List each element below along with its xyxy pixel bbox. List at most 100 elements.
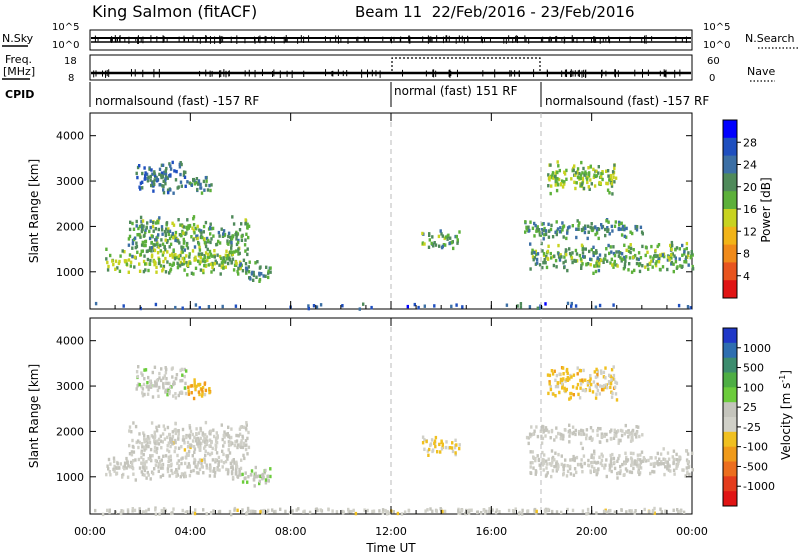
data-cell — [439, 507, 442, 511]
data-cell — [238, 228, 242, 232]
data-cell — [579, 432, 582, 436]
data-cell — [254, 510, 257, 514]
data-cell — [168, 229, 172, 233]
colorbar-tick-label: 8 — [743, 248, 750, 261]
data-cell — [589, 377, 592, 381]
data-cell — [558, 258, 562, 262]
data-cell — [303, 509, 306, 513]
data-cell — [604, 257, 607, 261]
data-cell — [583, 230, 587, 235]
data-cell — [174, 305, 177, 310]
data-cell — [342, 510, 345, 514]
data-cell — [227, 443, 231, 448]
data-cell — [535, 257, 539, 262]
data-cell — [160, 378, 163, 383]
data-cell — [106, 268, 110, 272]
data-cell — [441, 442, 444, 446]
data-cell — [166, 176, 169, 180]
data-cell — [171, 442, 174, 446]
data-cell — [579, 173, 583, 177]
data-cell — [557, 243, 560, 248]
data-cell — [111, 259, 114, 263]
data-cell — [177, 446, 181, 450]
data-cell — [552, 176, 555, 180]
data-cell — [144, 262, 147, 266]
data-cell — [198, 382, 202, 387]
data-cell — [205, 236, 209, 241]
data-cell — [597, 264, 601, 268]
data-cell — [666, 267, 669, 272]
data-cell — [609, 374, 612, 378]
data-cell — [195, 181, 198, 185]
data-cell — [327, 507, 330, 511]
data-cell — [593, 264, 596, 268]
data-cell — [629, 230, 632, 234]
data-cell — [186, 241, 189, 246]
data-cell — [128, 465, 131, 469]
data-cell — [573, 258, 576, 263]
data-cell — [135, 219, 138, 224]
data-cell — [153, 260, 156, 264]
data-cell — [243, 456, 246, 461]
data-cell — [538, 463, 541, 467]
data-cell — [618, 221, 621, 225]
data-cell — [550, 256, 553, 260]
data-cell — [147, 268, 150, 273]
data-cell — [176, 265, 180, 270]
data-cell — [214, 436, 218, 441]
data-cell — [192, 238, 195, 242]
data-cell — [551, 235, 555, 239]
data-cell — [235, 237, 238, 241]
data-cell — [632, 462, 635, 466]
data-cell — [654, 456, 657, 460]
data-cell — [247, 224, 251, 228]
data-cell — [639, 458, 642, 462]
data-cell — [138, 509, 141, 513]
data-cell — [561, 437, 565, 441]
velocity-unit-exponent: -1 — [778, 375, 787, 383]
data-cell — [635, 435, 638, 439]
data-cell — [152, 229, 155, 233]
data-cell — [249, 473, 253, 477]
colorbar-swatch — [723, 244, 737, 263]
data-cell — [163, 229, 167, 234]
data-cell — [182, 262, 186, 266]
data-cell — [237, 247, 240, 251]
data-cell — [178, 165, 182, 169]
data-cell — [588, 171, 591, 175]
data-cell — [546, 373, 550, 377]
data-cell — [617, 471, 620, 475]
data-cell — [234, 304, 238, 308]
data-cell — [441, 244, 444, 249]
data-cell — [145, 437, 148, 442]
data-cell — [610, 428, 613, 432]
data-cell — [133, 508, 137, 513]
data-cell — [235, 433, 238, 438]
data-cell — [172, 236, 175, 240]
data-cell — [545, 466, 548, 470]
data-cell — [153, 441, 157, 445]
data-cell — [547, 244, 550, 248]
data-cell — [139, 215, 143, 220]
data-cell — [574, 173, 577, 177]
data-cell — [168, 432, 171, 437]
data-cell — [479, 511, 483, 515]
data-cell — [568, 423, 571, 427]
data-cell — [565, 252, 568, 257]
data-cell — [154, 463, 158, 467]
data-cell — [176, 255, 179, 260]
data-cell — [599, 427, 602, 431]
data-cell — [609, 459, 613, 463]
data-cell — [534, 223, 537, 228]
data-cell — [206, 252, 210, 257]
data-cell — [666, 460, 669, 464]
data-cell — [220, 261, 224, 265]
data-cell — [572, 373, 576, 377]
data-cell — [629, 250, 632, 255]
data-cell — [549, 227, 553, 232]
data-cell — [245, 421, 248, 425]
data-cell — [155, 384, 158, 388]
data-cell — [177, 218, 180, 222]
data-cell — [662, 447, 665, 451]
data-cell — [557, 254, 561, 258]
